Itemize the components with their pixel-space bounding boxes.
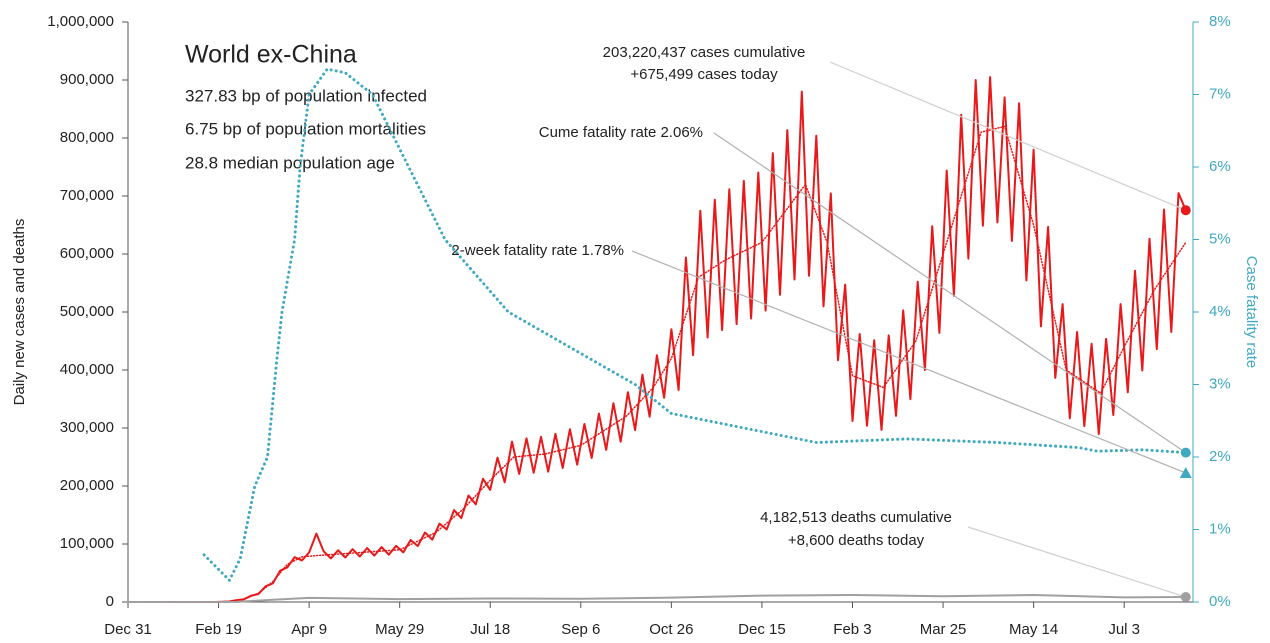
y-tick-label: 900,000 xyxy=(60,71,114,88)
two-week-marker xyxy=(1179,466,1192,478)
annotation: 2-week fatality rate 1.78% xyxy=(451,242,624,259)
info-line: 327.83 bp of population infected xyxy=(185,86,427,105)
info-line: 6.75 bp of population mortalities xyxy=(185,119,426,138)
y2-tick-label: 7% xyxy=(1209,85,1231,102)
y-tick-label: 400,000 xyxy=(60,361,114,378)
x-tick-label: Sep 6 xyxy=(561,621,600,638)
dotted-line xyxy=(127,125,1187,603)
x-tick-label: Feb 19 xyxy=(195,621,242,638)
y-tick-label: 200,000 xyxy=(60,477,114,494)
x-tick-label: May 14 xyxy=(1009,621,1058,638)
y-tick-label: 0 xyxy=(106,593,114,610)
annotation: +675,499 cases today xyxy=(630,66,778,83)
y2-tick-label: 1% xyxy=(1209,520,1231,537)
y2-tick-label: 2% xyxy=(1209,448,1231,465)
y2-tick-label: 0% xyxy=(1209,593,1231,610)
x-tick-label: Jul 3 xyxy=(1108,621,1140,638)
line xyxy=(127,594,1187,603)
end-marker xyxy=(1180,592,1191,603)
leader-line xyxy=(631,250,1186,474)
y-axis-title: Daily new cases and deaths xyxy=(11,219,28,406)
end-marker xyxy=(1180,205,1191,216)
y2-tick-label: 5% xyxy=(1209,230,1231,247)
x-tick-label: Mar 25 xyxy=(920,621,967,638)
y-tick-label: 500,000 xyxy=(60,303,114,320)
y2-axis-title: Case fatality rate xyxy=(1243,256,1260,369)
annotation: 4,182,513 deaths cumulative xyxy=(760,509,952,526)
y-tick-label: 600,000 xyxy=(60,245,114,262)
y-tick-label: 1,000,000 xyxy=(47,13,114,30)
y-tick-label: 100,000 xyxy=(60,535,114,552)
x-tick-label: May 29 xyxy=(375,621,424,638)
y2-tick-label: 8% xyxy=(1209,13,1231,30)
leader-line xyxy=(967,526,1186,598)
y2-tick-label: 6% xyxy=(1209,158,1231,175)
info-title: World ex-China xyxy=(185,41,357,69)
annotation: 203,220,437 cases cumulative xyxy=(603,44,806,61)
y-tick-label: 700,000 xyxy=(60,187,114,204)
y2-tick-label: 4% xyxy=(1209,303,1231,320)
annotation: Cume fatality rate 2.06% xyxy=(539,124,703,141)
leader-line xyxy=(713,132,1187,454)
y-tick-label: 300,000 xyxy=(60,419,114,436)
x-tick-label: Jul 18 xyxy=(470,621,510,638)
leader-line xyxy=(829,61,1186,211)
x-tick-label: Dec 15 xyxy=(738,621,786,638)
info-line: 28.8 median population age xyxy=(185,153,395,172)
x-tick-label: Oct 26 xyxy=(649,621,693,638)
x-tick-label: Feb 3 xyxy=(833,621,871,638)
x-tick-label: Apr 9 xyxy=(291,621,327,638)
x-tick-label: Dec 31 xyxy=(104,621,152,638)
y-tick-label: 800,000 xyxy=(60,129,114,146)
end-marker xyxy=(1180,447,1191,458)
annotation: +8,600 deaths today xyxy=(788,532,925,549)
y2-tick-label: 3% xyxy=(1209,375,1231,392)
